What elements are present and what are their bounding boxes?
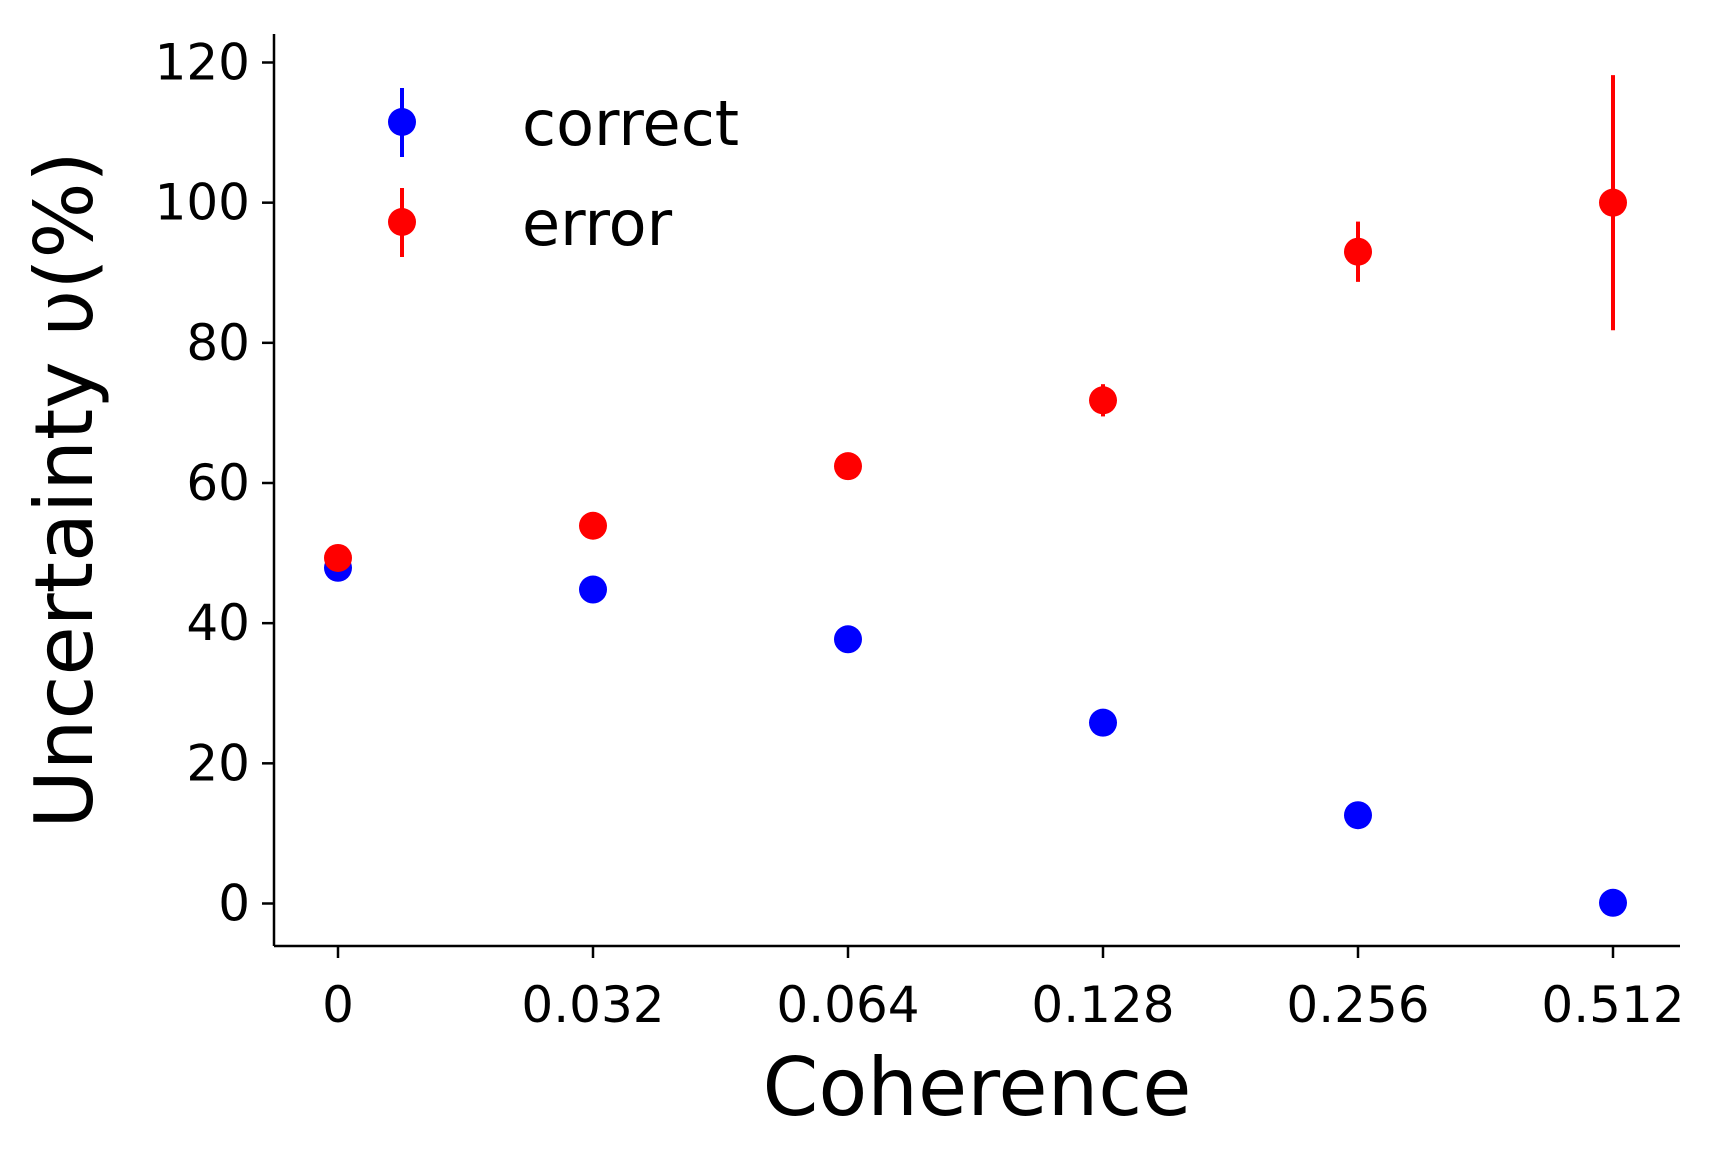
y-ticks: 0 20 40 60 80 100 120 xyxy=(155,34,274,933)
data-marks xyxy=(324,75,1627,917)
y-tick-label: 20 xyxy=(186,734,250,792)
x-tick-label: 0.512 xyxy=(1541,976,1684,1034)
data-point-correct[interactable] xyxy=(1599,888,1627,917)
x-axis-title: Coherence xyxy=(763,1041,1192,1134)
data-point-error[interactable] xyxy=(834,452,862,481)
y-tick-label: 120 xyxy=(155,34,250,92)
legend-label-error: error xyxy=(522,187,673,260)
legend-item-error[interactable]: error xyxy=(388,187,673,260)
data-point-error[interactable] xyxy=(579,511,607,540)
y-tick-label: 80 xyxy=(186,314,250,372)
x-tick-label: 0.064 xyxy=(776,976,919,1034)
x-tick-label: 0 xyxy=(322,976,354,1034)
data-point-error[interactable] xyxy=(324,543,352,572)
y-tick-label: 40 xyxy=(186,594,250,652)
legend-marker-error xyxy=(388,208,416,236)
plot-area: 0 20 40 60 80 100 120 0 0.032 0.064 0.128 0.256 0.5… xyxy=(155,34,1685,1035)
legend-item-correct[interactable]: correct xyxy=(388,87,739,160)
data-point-correct[interactable] xyxy=(1344,801,1372,830)
y-tick-label: 100 xyxy=(155,174,250,232)
data-point-correct[interactable] xyxy=(834,625,862,654)
legend-label-correct: correct xyxy=(522,87,739,160)
data-point-error[interactable] xyxy=(1599,188,1627,217)
legend[interactable]: correct error xyxy=(388,87,739,260)
x-tick-label: 0.256 xyxy=(1286,976,1429,1034)
x-tick-label: 0.032 xyxy=(521,976,664,1034)
data-point-error[interactable] xyxy=(1089,386,1117,415)
legend-marker-correct xyxy=(388,108,416,136)
x-tick-label: 0.128 xyxy=(1031,976,1174,1034)
y-tick-label: 60 xyxy=(186,454,250,512)
y-tick-label: 0 xyxy=(218,875,250,933)
y-axis-title: Uncertainty υ(%) xyxy=(18,151,111,829)
series-error xyxy=(324,75,1627,572)
data-point-correct[interactable] xyxy=(1089,708,1117,737)
x-ticks: 0 0.032 0.064 0.128 0.256 0.512 xyxy=(322,946,1685,1034)
series-correct xyxy=(324,553,1627,917)
data-point-error[interactable] xyxy=(1344,237,1372,266)
data-point-correct[interactable] xyxy=(579,575,607,604)
